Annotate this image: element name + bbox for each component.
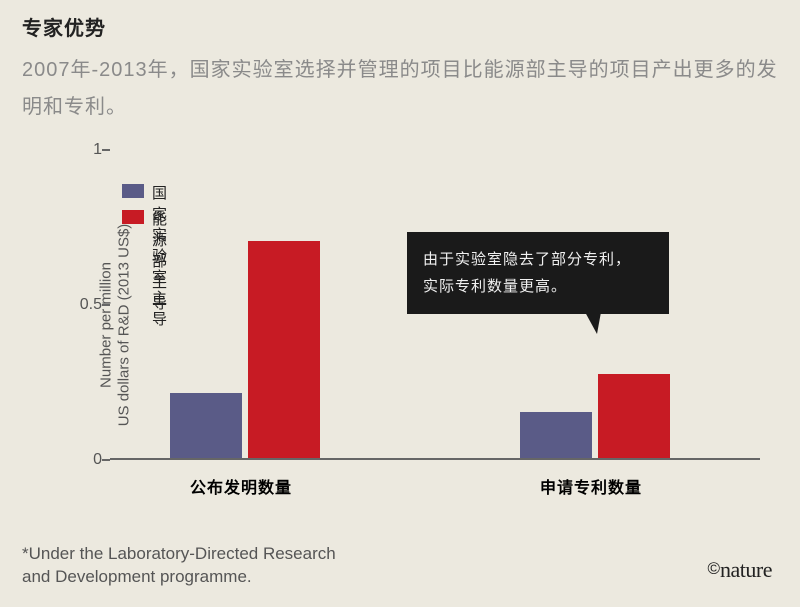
y-tick-mark	[102, 149, 110, 151]
bar	[170, 393, 242, 458]
subtitle: 2007年-2013年，国家实验室选择并管理的项目比能源部主导的项目产出更多的发…	[22, 52, 778, 126]
legend-swatch	[122, 210, 144, 224]
bar	[598, 374, 670, 458]
y-tick-mark	[102, 304, 110, 306]
copyright-symbol: ©	[708, 559, 721, 578]
y-tick-label: 0	[72, 451, 102, 469]
y-tick-label: 1	[72, 141, 102, 159]
category-label: 公布发明数量	[190, 474, 292, 498]
bar-chart: Number per million US dollars of R&D (20…	[22, 140, 778, 510]
category-label: 申请专利数量	[540, 474, 642, 498]
tooltip-line: 实际专利数量更高。	[423, 273, 653, 300]
legend-label: 能源部主导	[152, 208, 167, 313]
y-tick-label: 0.5	[72, 296, 102, 314]
brand-logo: ©nature	[708, 557, 773, 583]
y-tick-mark	[102, 459, 110, 461]
footnote: *Under the Laboratory-Directed Research …	[22, 543, 336, 589]
page-title: 专家优势	[22, 12, 106, 41]
bar	[248, 241, 320, 458]
bar	[520, 412, 592, 459]
tooltip-line: 由于实验室隐去了部分专利，	[423, 246, 653, 273]
legend-swatch	[122, 184, 144, 198]
tooltip: 由于实验室隐去了部分专利， 实际专利数量更高。	[407, 232, 669, 314]
